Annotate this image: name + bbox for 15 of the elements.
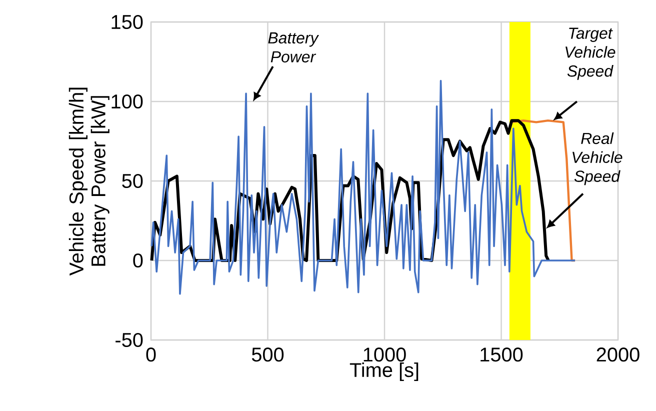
x-tick-label: 1500 bbox=[480, 348, 523, 362]
y-axis-title: Vehicle Speed [km/h] Battery Power [kW] bbox=[68, 88, 110, 276]
y-tick-label: -50 bbox=[116, 332, 143, 348]
x-axis-title: Time [s] bbox=[350, 362, 418, 382]
y-tick-label: 150 bbox=[112, 14, 143, 30]
x-tick-label: 0 bbox=[146, 348, 156, 362]
text: Target Vehicle Speed bbox=[566, 28, 616, 80]
x-tick-label: 1000 bbox=[364, 348, 406, 362]
x-tick-label: 2000 bbox=[596, 348, 640, 362]
y-tick-label: 0 bbox=[133, 253, 143, 268]
y-tick-label: 50 bbox=[122, 174, 143, 188]
text: Battery Power bbox=[268, 32, 320, 62]
x-tick-label: 500 bbox=[252, 348, 284, 362]
legend-label: Real Vehicle Speed bbox=[572, 132, 622, 186]
y-tick-label: 100 bbox=[112, 94, 143, 109]
